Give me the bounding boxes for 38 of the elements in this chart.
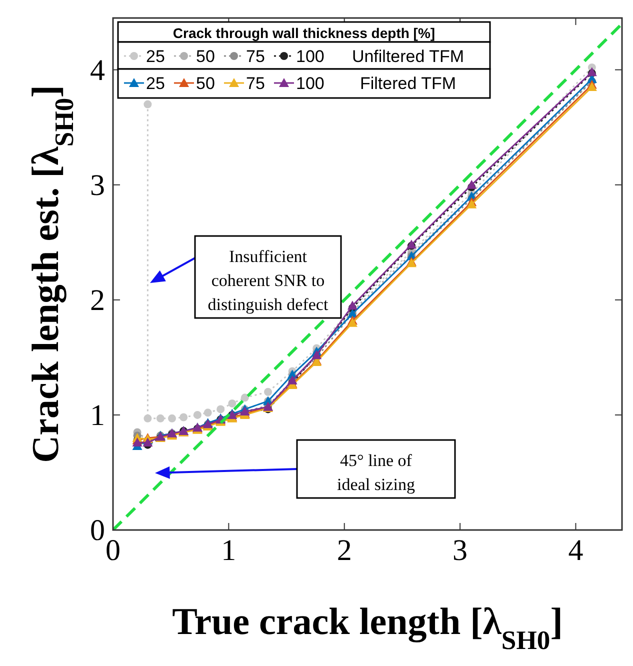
x-tick-label: 1	[221, 534, 236, 567]
legend-label: 25	[146, 74, 165, 93]
y-tick-label: 2	[90, 284, 105, 317]
x-tick-label: 4	[568, 534, 584, 567]
point	[347, 300, 358, 310]
x-tick-label: 3	[452, 534, 468, 567]
point	[216, 405, 225, 414]
annotation: Insufficient coherent SNR to distinguish defect	[208, 247, 328, 314]
point	[144, 414, 152, 422]
point	[144, 100, 152, 108]
legend-label: 75	[246, 47, 265, 66]
point	[228, 399, 236, 408]
legend-label: 100	[296, 47, 324, 66]
y-tick-label: 3	[90, 168, 105, 202]
point	[132, 438, 142, 447]
point	[240, 394, 249, 402]
y-tick-label: 1	[90, 398, 105, 432]
legend-label: 50	[196, 47, 215, 66]
legend-label: 100	[296, 74, 324, 93]
annotation: 45° line of ideal sizing	[337, 451, 416, 494]
point	[204, 408, 212, 417]
x-tick-label: 2	[336, 534, 352, 567]
legend-title: Crack through wall thickness depth [%]	[172, 25, 436, 41]
y-tick-label: 0	[90, 514, 105, 547]
point	[586, 82, 597, 92]
annotation: Filtered TFM	[360, 74, 456, 93]
annotation: Unfiltered TFM	[352, 47, 464, 66]
legend-label: 50	[196, 74, 215, 93]
legend-label: 75	[246, 74, 265, 93]
point	[466, 180, 477, 189]
legend-label: 25	[146, 47, 165, 66]
point	[156, 414, 164, 422]
y-tick-label: 4	[90, 54, 105, 87]
point	[168, 414, 176, 422]
point	[264, 388, 272, 396]
point	[193, 410, 202, 419]
point	[180, 413, 188, 422]
x-axis-title: True crack length [λ$_{SH0}$]	[172, 601, 563, 655]
